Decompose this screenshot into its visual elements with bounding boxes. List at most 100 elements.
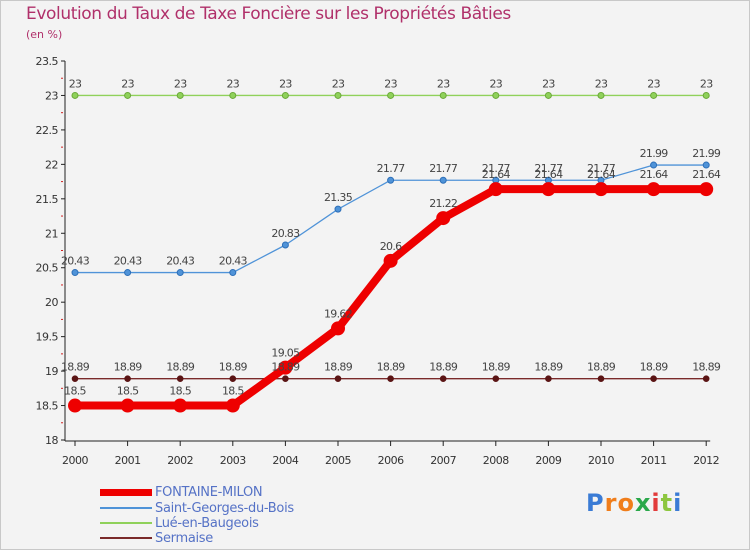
- data-point-fontaine-milon: [383, 253, 398, 268]
- data-label-saint-georges-du-bois: 21.77: [377, 162, 406, 175]
- data-point-saint-georges-du-bois: [387, 176, 395, 184]
- data-label-saint-georges-du-bois: 20.83: [271, 227, 300, 240]
- legend-swatch-fontaine-milon: [100, 488, 152, 496]
- y-tick-label: 18: [45, 434, 58, 447]
- data-label-saint-georges-du-bois: 20.43: [61, 255, 90, 268]
- data-point-lue-en-baugeois: [387, 91, 395, 99]
- data-label-lue-en-baugeois: 23: [437, 77, 450, 90]
- data-label-sermaise: 18.89: [587, 361, 616, 374]
- data-label-saint-georges-du-bois: 20.43: [219, 255, 248, 268]
- legend-label-saint-georges-du-bois: Saint-Georges-du-Bois: [155, 500, 294, 516]
- x-tick-label: 2001: [115, 454, 141, 467]
- legend-label-fontaine-milon: FONTAINE-MILON: [155, 484, 263, 500]
- data-label-lue-en-baugeois: 23: [332, 77, 345, 90]
- chart-title: Evolution du Taux de Taxe Foncière sur l…: [26, 4, 511, 24]
- logo-letter: i: [673, 489, 683, 517]
- data-label-lue-en-baugeois: 23: [279, 77, 292, 90]
- data-label-sermaise: 18.89: [166, 361, 195, 374]
- x-tick-label: 2004: [272, 454, 298, 467]
- data-point-sermaise: [334, 375, 342, 382]
- logo-letter: o: [617, 489, 635, 517]
- data-point-sermaise: [71, 375, 79, 382]
- data-label-lue-en-baugeois: 23: [226, 77, 239, 90]
- data-label-fontaine-milon: 21.64: [482, 168, 511, 181]
- x-tick-label: 2012: [693, 454, 719, 467]
- data-label-sermaise: 18.89: [219, 361, 248, 374]
- data-label-fontaine-milon: 19.05: [271, 347, 300, 360]
- data-point-fontaine-milon: [646, 182, 661, 197]
- data-label-lue-en-baugeois: 23: [595, 77, 608, 90]
- data-point-fontaine-milon: [225, 398, 240, 413]
- legend-swatch-lue-en-baugeois: [100, 522, 152, 524]
- data-point-sermaise: [439, 375, 447, 382]
- x-tick-label: 2006: [378, 454, 404, 467]
- data-label-lue-en-baugeois: 23: [121, 77, 134, 90]
- data-label-fontaine-milon: 18.5: [64, 385, 86, 398]
- logo-letter: P: [586, 489, 605, 517]
- data-label-saint-georges-du-bois: 21.99: [640, 147, 669, 160]
- data-point-fontaine-milon: [436, 211, 451, 226]
- data-label-sermaise: 18.89: [377, 361, 406, 374]
- data-label-lue-en-baugeois: 23: [489, 77, 502, 90]
- data-point-fontaine-milon: [594, 182, 608, 197]
- data-label-lue-en-baugeois: 23: [174, 77, 187, 90]
- data-label-sermaise: 18.89: [534, 361, 563, 374]
- data-label-fontaine-milon: 18.5: [117, 385, 139, 398]
- data-label-saint-georges-du-bois: 21.99: [692, 147, 721, 160]
- data-point-lue-en-baugeois: [281, 91, 289, 99]
- chart-subtitle: (en %): [26, 28, 63, 41]
- legend-label-lue-en-baugeois: Lué-en-Baugeois: [155, 515, 259, 531]
- data-point-sermaise: [650, 375, 657, 382]
- x-tick-label: 2010: [588, 454, 614, 467]
- y-tick-label: 21: [45, 227, 58, 240]
- x-tick-label: 2003: [220, 454, 246, 467]
- y-tick-label: 19: [45, 365, 58, 378]
- data-label-saint-georges-du-bois: 21.77: [534, 162, 563, 175]
- data-point-fontaine-milon: [488, 182, 503, 197]
- data-label-sermaise: 18.89: [271, 361, 300, 374]
- y-tick-label: 20.5: [36, 262, 59, 275]
- data-label-lue-en-baugeois: 23: [542, 77, 555, 90]
- data-point-lue-en-baugeois: [124, 91, 132, 99]
- data-point-lue-en-baugeois: [71, 91, 79, 99]
- y-tick-label: 22.5: [36, 124, 59, 137]
- data-point-sermaise: [282, 375, 289, 382]
- data-point-fontaine-milon: [120, 398, 135, 413]
- x-tick-label: 2007: [430, 454, 456, 467]
- data-point-saint-georges-du-bois: [281, 241, 289, 249]
- data-point-lue-en-baugeois: [544, 91, 552, 99]
- data-label-fontaine-milon: 18.5: [169, 385, 191, 398]
- data-label-lue-en-baugeois: 23: [700, 77, 713, 90]
- data-label-fontaine-milon: 21.64: [587, 168, 616, 181]
- data-point-saint-georges-du-bois: [650, 161, 658, 169]
- data-point-sermaise: [229, 375, 237, 382]
- data-label-lue-en-baugeois: 23: [384, 77, 397, 90]
- data-point-sermaise: [702, 375, 710, 382]
- data-point-saint-georges-du-bois: [229, 269, 237, 277]
- data-point-lue-en-baugeois: [702, 91, 710, 99]
- data-point-sermaise: [176, 375, 184, 382]
- y-tick-label: 18.5: [36, 400, 59, 413]
- data-label-lue-en-baugeois: 23: [69, 77, 82, 90]
- data-point-fontaine-milon: [541, 182, 556, 197]
- data-point-lue-en-baugeois: [492, 91, 500, 99]
- x-tick-label: 2005: [325, 454, 351, 467]
- data-label-saint-georges-du-bois: 21.77: [429, 162, 458, 175]
- data-label-saint-georges-du-bois: 20.43: [166, 255, 195, 268]
- x-tick-label: 2009: [535, 454, 561, 467]
- x-tick-label: 2008: [483, 454, 509, 467]
- data-label-fontaine-milon: 18.5: [222, 385, 244, 398]
- data-point-sermaise: [597, 375, 605, 382]
- logo-letter: x: [634, 489, 652, 517]
- data-label-saint-georges-du-bois: 20.43: [114, 255, 143, 268]
- data-label-sermaise: 18.89: [61, 361, 90, 374]
- data-point-fontaine-milon: [699, 182, 714, 197]
- data-point-saint-georges-du-bois: [702, 161, 710, 169]
- y-tick-label: 23.5: [36, 55, 59, 68]
- x-tick-label: 2000: [62, 454, 88, 467]
- data-point-saint-georges-du-bois: [176, 269, 184, 277]
- data-point-saint-georges-du-bois: [334, 205, 342, 213]
- data-label-sermaise: 18.89: [692, 361, 721, 374]
- data-point-fontaine-milon: [331, 321, 345, 336]
